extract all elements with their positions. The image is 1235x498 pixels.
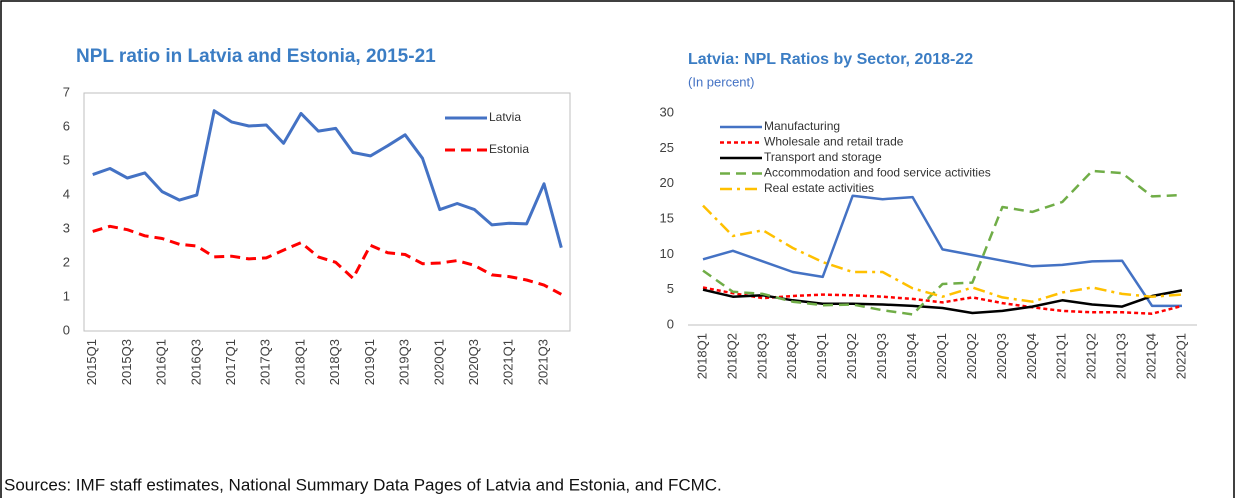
- x-tick-label: 2016Q1: [154, 339, 169, 385]
- x-tick-label: 2017Q3: [258, 339, 273, 385]
- x-tick-label: 2020Q2: [964, 333, 979, 379]
- y-tick-label: 25: [660, 140, 674, 155]
- x-tick-label: 2021Q4: [1144, 333, 1159, 379]
- x-tick-label: 2015Q3: [119, 339, 134, 385]
- x-tick-label: 2020Q1: [934, 333, 949, 379]
- y-tick-label: 30: [660, 104, 674, 119]
- y-tick-label: 2: [63, 254, 70, 269]
- series-line: [702, 286, 1183, 315]
- y-tick-label: 5: [667, 281, 674, 296]
- series-line: [702, 204, 1183, 303]
- x-tick-label: 2021Q3: [1114, 333, 1129, 379]
- series-line: [702, 169, 1183, 316]
- chart-subtitle: (In percent): [688, 74, 754, 89]
- y-tick-label: 20: [660, 175, 674, 190]
- x-tick-label: 2018Q1: [694, 333, 709, 379]
- chart-title: NPL ratio in Latvia and Estonia, 2015-21: [76, 46, 436, 67]
- y-tick-label: 5: [63, 152, 70, 167]
- legend-label: Transport and storage: [764, 150, 882, 164]
- x-tick-label: 2018Q2: [724, 333, 739, 379]
- x-tick-label: 2016Q3: [188, 339, 203, 385]
- x-tick-label: 2018Q4: [784, 333, 799, 379]
- x-tick-label: 2017Q1: [223, 339, 238, 385]
- x-tick-label: 2019Q1: [814, 333, 829, 379]
- y-tick-label: 10: [660, 246, 674, 261]
- legend-label: Accommodation and food service activitie…: [764, 166, 991, 180]
- x-tick-label: 2019Q3: [397, 339, 412, 385]
- x-tick-label: 2021Q1: [501, 339, 516, 385]
- legend-label: Estonia: [489, 142, 529, 156]
- x-tick-label: 2021Q1: [1054, 333, 1069, 379]
- source-note: Sources: IMF staff estimates, National S…: [4, 475, 722, 494]
- y-tick-label: 1: [63, 288, 70, 303]
- y-tick-label: 15: [660, 210, 674, 225]
- y-tick-label: 0: [667, 316, 674, 331]
- x-tick-label: 2020Q3: [466, 339, 481, 385]
- x-tick-label: 2019Q1: [362, 339, 377, 385]
- y-tick-label: 0: [63, 322, 70, 337]
- series-line: [702, 194, 1182, 308]
- plot-border: [83, 92, 571, 332]
- series-line: [92, 109, 563, 249]
- legend-label: Real estate activities: [764, 181, 874, 195]
- x-tick-label: 2019Q3: [874, 333, 889, 379]
- x-tick-label: 2018Q3: [754, 333, 769, 379]
- x-tick-label: 2018Q3: [327, 339, 342, 385]
- y-tick-label: 7: [63, 84, 70, 99]
- x-tick-label: 2021Q2: [1084, 333, 1099, 379]
- legend-label: Manufacturing: [764, 119, 840, 133]
- legend-label: Latvia: [489, 110, 521, 124]
- y-tick-label: 4: [63, 186, 70, 201]
- x-tick-label: 2019Q4: [904, 333, 919, 379]
- x-tick-label: 2015Q1: [84, 339, 99, 385]
- y-tick-label: 3: [63, 220, 70, 235]
- x-tick-label: 2020Q3: [994, 333, 1009, 379]
- x-tick-label: 2019Q2: [844, 333, 859, 379]
- x-tick-label: 2018Q1: [292, 339, 307, 385]
- x-tick-label: 2020Q1: [431, 339, 446, 385]
- legend-label: Wholesale and retail trade: [764, 135, 904, 149]
- x-tick-label: 2021Q3: [535, 339, 550, 385]
- chart-title: Latvia: NPL Ratios by Sector, 2018-22: [688, 51, 973, 68]
- series-line: [92, 224, 563, 296]
- x-tick-label: 2020Q4: [1024, 333, 1039, 379]
- y-tick-label: 6: [63, 118, 70, 133]
- x-tick-label: 2022Q1: [1173, 333, 1188, 379]
